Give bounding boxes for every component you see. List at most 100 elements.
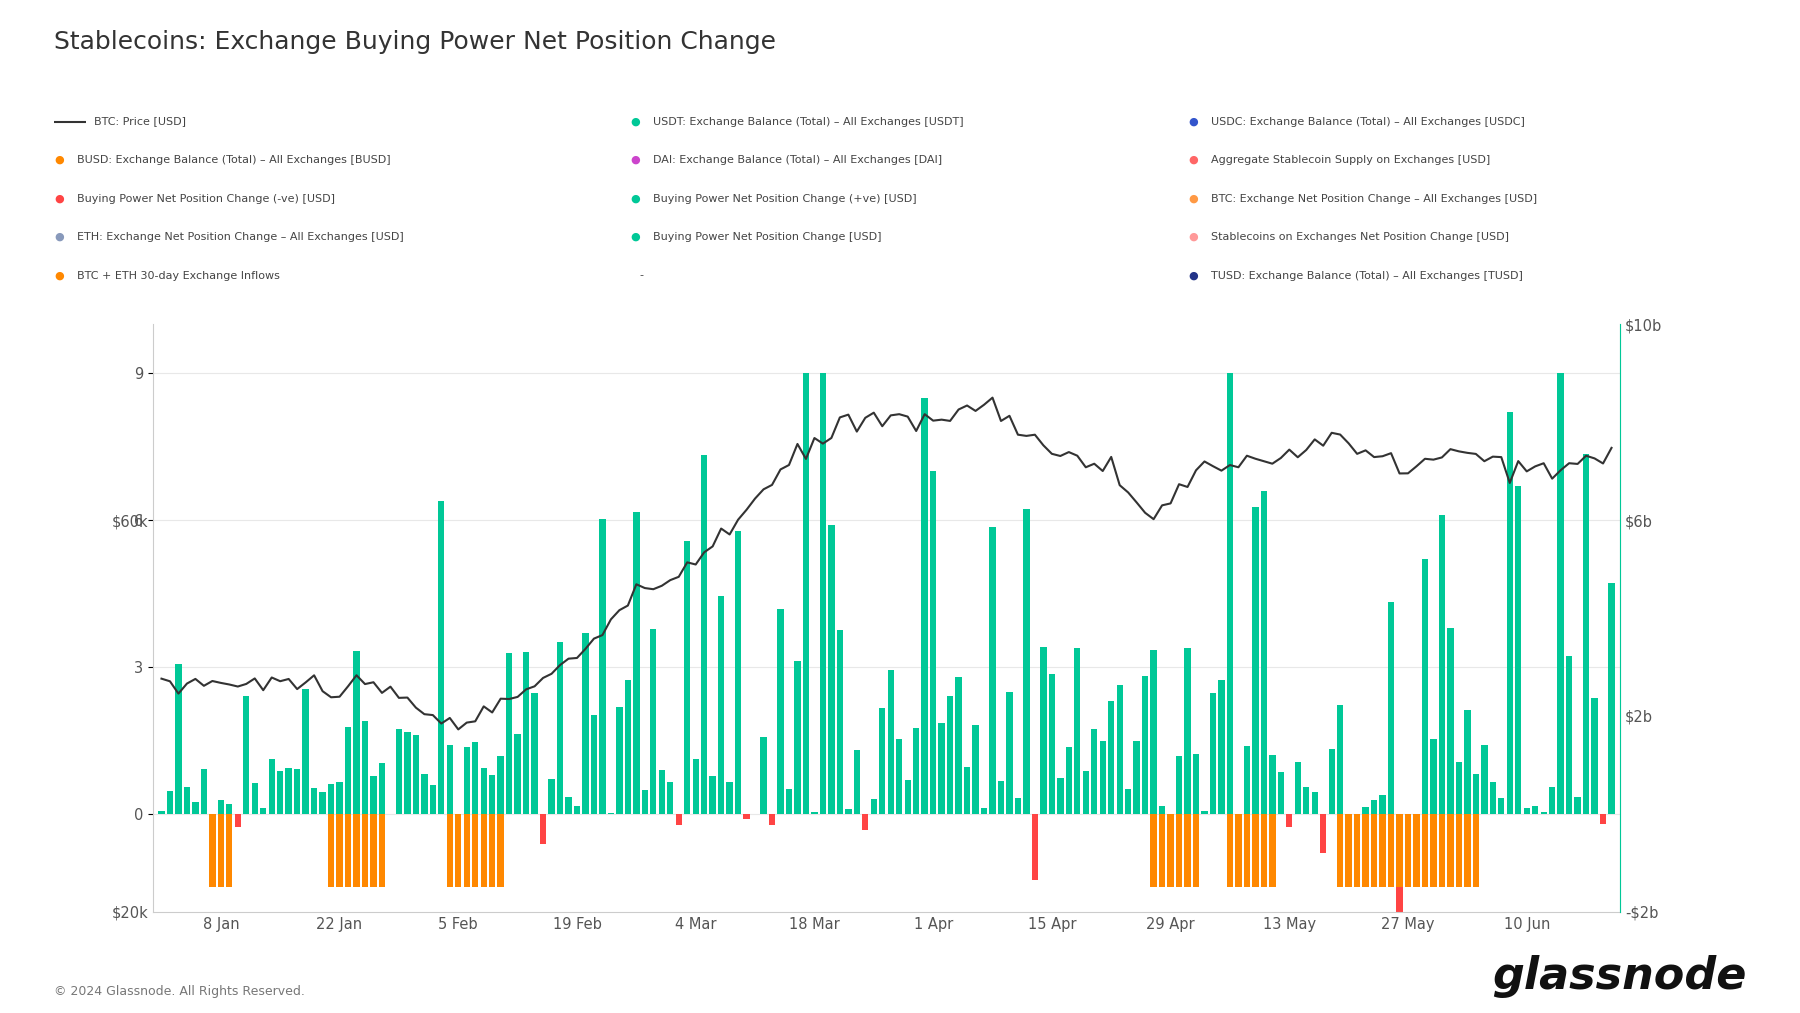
Bar	[277, 771, 283, 813]
Bar	[1550, 787, 1555, 813]
Bar	[1582, 454, 1589, 813]
Bar	[1159, 806, 1165, 813]
Bar	[1022, 510, 1030, 813]
Bar	[549, 779, 554, 813]
Bar	[218, 800, 223, 813]
Bar	[812, 812, 817, 813]
Bar	[963, 767, 970, 813]
Bar	[1278, 773, 1283, 813]
Bar	[1472, 813, 1480, 887]
Bar	[346, 813, 351, 887]
Bar	[1228, 813, 1233, 887]
Bar	[531, 693, 538, 813]
Text: BTC + ETH 30-day Exchange Inflows: BTC + ETH 30-day Exchange Inflows	[77, 270, 281, 281]
Bar	[1532, 806, 1539, 813]
Bar	[1328, 749, 1336, 813]
Bar	[1354, 813, 1361, 887]
Bar	[1006, 692, 1013, 813]
Bar	[481, 769, 486, 813]
Bar	[1141, 676, 1148, 813]
Bar	[353, 813, 360, 887]
Bar	[981, 807, 986, 813]
Bar	[1319, 813, 1327, 853]
Bar	[259, 808, 266, 813]
Bar	[184, 786, 191, 813]
Bar	[227, 804, 232, 813]
Bar	[1397, 813, 1402, 919]
Bar	[1175, 813, 1183, 887]
Bar	[574, 806, 580, 813]
Bar	[524, 651, 529, 813]
Bar	[362, 813, 369, 887]
Bar	[209, 813, 216, 816]
Bar	[1345, 813, 1352, 887]
Bar	[1463, 813, 1471, 887]
Bar	[1125, 789, 1132, 813]
Bar	[252, 783, 257, 813]
Bar	[353, 651, 360, 813]
Text: Buying Power Net Position Change (-ve) [USD]: Buying Power Net Position Change (-ve) […	[77, 193, 335, 204]
Bar	[1372, 813, 1377, 887]
Bar	[599, 519, 605, 813]
Bar	[1184, 813, 1192, 887]
Bar	[472, 743, 479, 813]
Bar	[540, 813, 545, 845]
Bar	[659, 770, 664, 813]
Bar	[1456, 813, 1462, 887]
Bar	[371, 813, 376, 887]
Bar	[734, 531, 742, 813]
Text: ●: ●	[1188, 232, 1197, 242]
Bar	[1244, 746, 1249, 813]
Bar	[1447, 813, 1454, 887]
Bar	[497, 813, 504, 887]
Bar	[718, 596, 724, 813]
Bar	[1422, 813, 1427, 887]
Bar	[1150, 650, 1157, 813]
Bar	[455, 813, 461, 849]
Bar	[700, 455, 707, 813]
Bar	[1193, 754, 1199, 813]
Text: USDT: Exchange Balance (Total) – All Exchanges [USDT]: USDT: Exchange Balance (Total) – All Exc…	[653, 116, 965, 127]
Bar	[497, 756, 504, 813]
Bar	[362, 721, 369, 813]
Bar	[1219, 680, 1224, 813]
Bar	[1379, 795, 1386, 813]
Bar	[421, 774, 428, 813]
Bar	[464, 813, 470, 887]
Bar	[1566, 656, 1573, 813]
Bar	[405, 732, 410, 813]
Bar	[1523, 808, 1530, 813]
Text: Buying Power Net Position Change (+ve) [USD]: Buying Power Net Position Change (+ve) […	[653, 193, 916, 204]
Text: -: -	[639, 270, 643, 281]
Bar	[1193, 813, 1199, 887]
Bar	[234, 813, 241, 828]
Bar	[1269, 813, 1276, 887]
Bar	[396, 729, 401, 813]
Bar	[743, 813, 751, 819]
Bar	[556, 642, 563, 813]
Bar	[464, 747, 470, 813]
Bar	[328, 784, 335, 813]
Bar	[243, 696, 250, 813]
Text: ●: ●	[1188, 116, 1197, 127]
Bar	[581, 633, 589, 813]
Bar	[446, 813, 454, 887]
Bar	[1379, 813, 1386, 887]
Bar	[1404, 813, 1411, 887]
Bar	[1294, 762, 1301, 813]
Bar	[769, 813, 776, 825]
Bar	[371, 776, 376, 813]
Text: BTC: Price [USD]: BTC: Price [USD]	[94, 116, 185, 127]
Bar	[1490, 782, 1496, 813]
Text: ●: ●	[630, 116, 639, 127]
Bar	[668, 782, 673, 813]
Bar	[1235, 813, 1242, 846]
Bar	[1100, 741, 1105, 813]
Bar	[1150, 813, 1157, 887]
Bar	[328, 813, 335, 887]
Bar	[218, 813, 223, 887]
Bar	[1516, 485, 1521, 813]
Bar	[1507, 412, 1514, 813]
Bar	[1413, 813, 1420, 887]
Bar	[1015, 798, 1021, 813]
